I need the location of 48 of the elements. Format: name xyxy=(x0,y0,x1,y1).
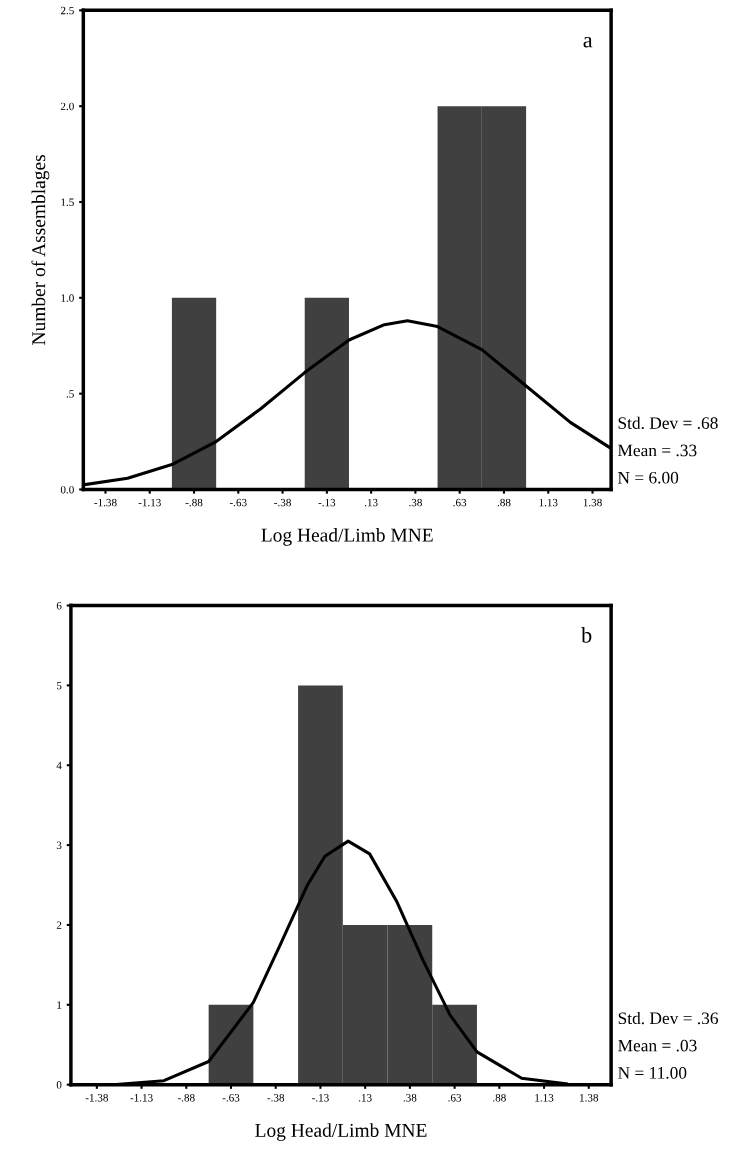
y-tick-label: 1 xyxy=(57,1001,62,1009)
x-tick-label: 1.13 xyxy=(535,1094,554,1102)
text: Mean = .03 xyxy=(618,1039,697,1052)
text: Std. Dev = .36 xyxy=(618,1011,719,1025)
x-tick-label: .88 xyxy=(493,1094,506,1102)
y-tick-label: 2 xyxy=(56,921,62,929)
x-tick-label: .63 xyxy=(453,498,467,507)
x-tick-label: -.13 xyxy=(318,498,336,507)
y-tick-label: 1.0 xyxy=(61,294,74,302)
y-tick-label: 2.5 xyxy=(60,6,74,15)
y-tick-label: 5 xyxy=(56,681,62,690)
x-tick-label: -.88 xyxy=(185,498,203,507)
x-tick-label: .88 xyxy=(497,498,511,507)
y-tick-label: 0.0 xyxy=(60,485,74,494)
text: Std. Dev = .68 xyxy=(618,416,718,430)
annotation: a xyxy=(583,36,593,48)
x-tick-label: .38 xyxy=(409,498,422,507)
x-tick-label: 1.38 xyxy=(583,498,602,507)
x-tick-label: -1.13 xyxy=(138,498,161,507)
text: N = 6.00 xyxy=(617,471,679,484)
y-tick-label: 1.5 xyxy=(61,198,74,207)
y-tick-label: 4 xyxy=(56,761,62,770)
x-tick-label: -.13 xyxy=(312,1094,329,1102)
y-tick-label: 2.0 xyxy=(60,102,74,111)
x-tick-label: -.63 xyxy=(222,1094,240,1102)
x-tick-label: -1.38 xyxy=(85,1094,108,1102)
x-tick-label: -.88 xyxy=(177,1094,195,1102)
x-tick-label: .63 xyxy=(448,1094,462,1102)
x-tick-label: -1.38 xyxy=(94,498,117,507)
x-axis-title: Log Head/Limb MNE xyxy=(255,1123,427,1141)
annotation: b xyxy=(581,627,592,643)
y-tick-label: .5 xyxy=(66,390,74,398)
x-tick-label: .38 xyxy=(403,1094,417,1102)
x-tick-label: .13 xyxy=(364,498,378,507)
y-tick-label: 0 xyxy=(56,1081,62,1089)
y-tick-label: 6 xyxy=(56,602,62,610)
x-tick-label: -1.13 xyxy=(130,1094,153,1102)
text: Mean = .33 xyxy=(617,444,697,457)
x-tick-label: 1.38 xyxy=(580,1094,599,1102)
text: N = 11.00 xyxy=(618,1067,687,1079)
x-tick-label: -.63 xyxy=(229,498,247,507)
x-tick-label: -.38 xyxy=(274,498,291,507)
x-tick-label: .13 xyxy=(358,1094,372,1102)
x-tick-label: -.38 xyxy=(267,1094,285,1102)
y-axis-title: Number of Assemblages xyxy=(31,155,50,345)
x-tick-label: 1.13 xyxy=(539,498,558,507)
y-tick-label: 3 xyxy=(56,841,62,850)
x-axis-title: Log Head/Limb MNE xyxy=(261,528,433,546)
